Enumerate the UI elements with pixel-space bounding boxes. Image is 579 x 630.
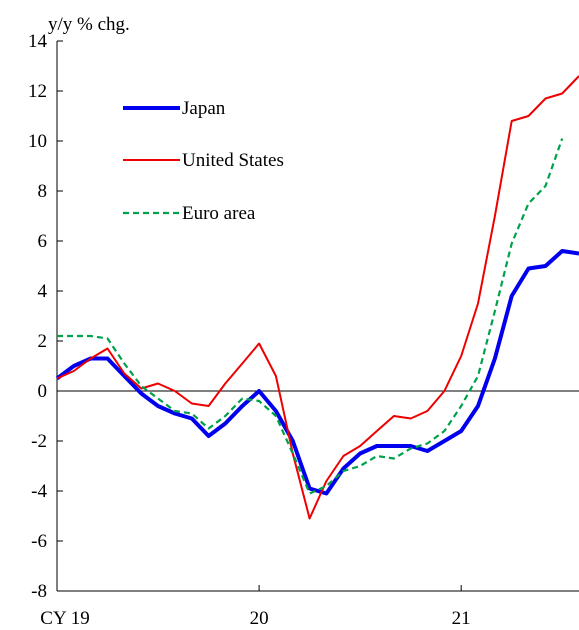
y-tick-label: 4	[38, 281, 48, 302]
series-line-japan	[55, 249, 579, 496]
y-tick-label: 6	[38, 231, 48, 252]
y-tick-label: -2	[31, 431, 47, 452]
axes-layer: -8 -6 -4 -2 0 2 4 6 8 10 12 14 CY 19 20 21	[28, 31, 579, 629]
x-tick-label: CY 19	[40, 608, 89, 629]
y-tick-label: 12	[28, 81, 47, 102]
y-tick-label: 0	[38, 381, 48, 402]
y-tick-label: -6	[31, 531, 47, 552]
legend-label: United States	[182, 150, 284, 171]
legend-label: Euro area	[182, 203, 256, 224]
x-tick-label: 21	[452, 608, 471, 629]
series-layer	[55, 75, 579, 520]
legend-label: Japan	[182, 98, 226, 119]
y-tick-label: 8	[38, 181, 48, 202]
series-line-euro-area	[57, 138, 564, 495]
legend: Japan United States Euro area	[123, 98, 284, 224]
y-tick-label: 2	[38, 331, 48, 352]
x-tick-label: 20	[250, 608, 269, 629]
y-axis-unit-label: y/y % chg.	[48, 14, 130, 35]
y-tick-label: -4	[31, 481, 47, 502]
y-tick-label: 14	[28, 31, 48, 52]
series-line-united-states	[56, 75, 579, 520]
y-tick-label: 10	[28, 131, 47, 152]
y-tick-label: -8	[31, 581, 47, 602]
